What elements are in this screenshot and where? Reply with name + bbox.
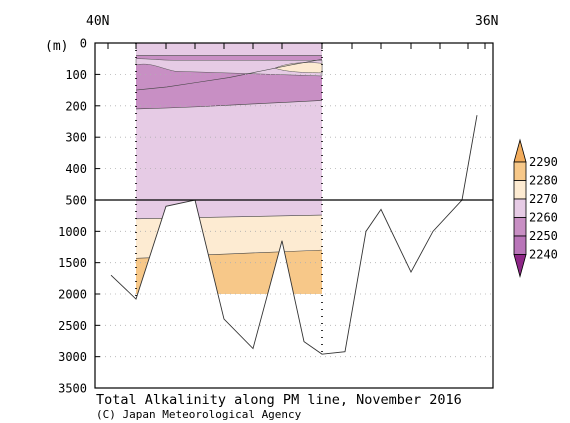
y-tick-label: 2500: [58, 319, 87, 333]
colorbar-extend-bottom: [513, 254, 527, 279]
y-tick-label: 100: [65, 68, 87, 82]
credit-text: (C) Japan Meteorological Agency: [96, 408, 302, 421]
colorbar-label: 2280: [529, 174, 558, 188]
chart-title: Total Alkalinity along PM line, November…: [96, 392, 462, 408]
colorbar: 2240 2250 2260 2270 2280 2290: [513, 138, 558, 279]
fill-lens: [274, 62, 323, 74]
y-unit-label: (m): [45, 39, 68, 54]
colorbar-label: 2250: [529, 229, 558, 243]
y-tick-label: 500: [65, 194, 87, 208]
y-tick-label: 200: [65, 99, 87, 113]
y-tick-label: 300: [65, 131, 87, 145]
colorbar-segment: [513, 180, 527, 200]
contour-line: [135, 100, 323, 110]
colorbar-segment: [513, 217, 527, 237]
seafloor-mask: [95, 115, 493, 388]
contour-line: [135, 59, 323, 91]
x-top-label-right: 36N: [475, 14, 498, 29]
plot-frame: [94, 42, 494, 389]
bottom-topography-line: [110, 115, 478, 355]
colorbar-extend-top: [513, 138, 527, 163]
colorbar-label: 2240: [529, 248, 558, 262]
x-top-label-left: 40N: [86, 14, 109, 29]
colorbar-segment: [513, 161, 527, 181]
section-fills: [95, 43, 493, 388]
y-tick-label: 0: [80, 37, 87, 51]
colorbar-segment: [513, 235, 527, 255]
y-tick-label: 1000: [58, 225, 87, 239]
y-tick-label: 3000: [58, 350, 87, 364]
y-tick-label: 1500: [58, 256, 87, 270]
colorbar-label: 2260: [529, 211, 558, 225]
top-tick-marks: [107, 43, 486, 49]
y-tick-label: 3500: [58, 382, 87, 396]
colorbar-segment: [513, 198, 527, 218]
colorbar-label: 2270: [529, 192, 558, 206]
y-tick-label: 2000: [58, 288, 87, 302]
y-tick-labels: 0 100 200 300 400 500 1000 1500 2000 2500 3000 3500: [58, 37, 100, 396]
fill-surface: [136, 43, 322, 56]
y-tick-label: 400: [65, 162, 87, 176]
colorbar-label: 2290: [529, 155, 558, 169]
fill-tongue: [135, 58, 323, 77]
